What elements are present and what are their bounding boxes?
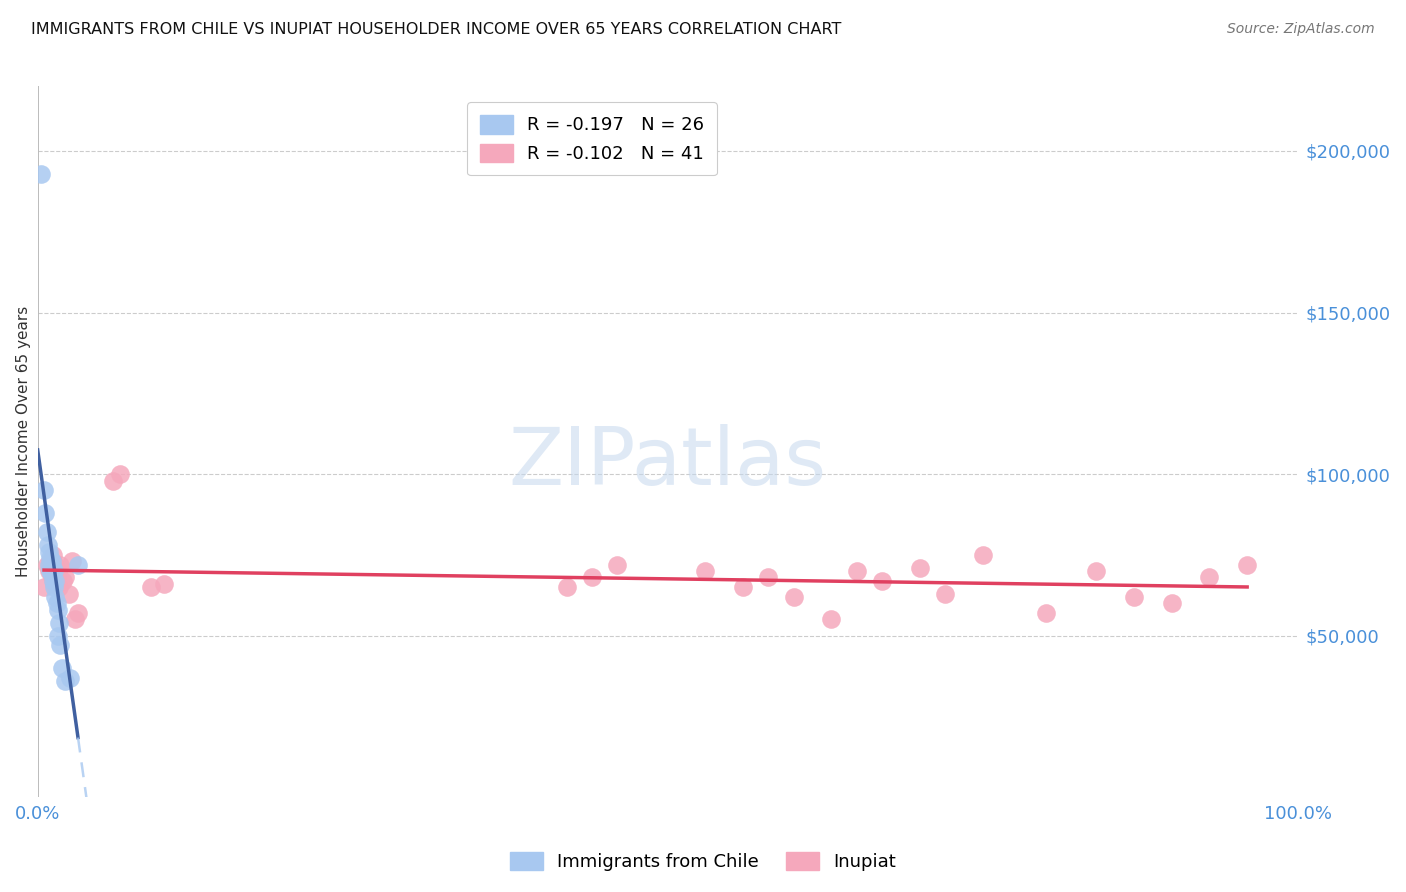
Point <box>139 580 162 594</box>
Point <box>42 577 65 591</box>
Point <box>32 483 55 498</box>
Point <box>42 574 65 588</box>
Point <box>39 551 62 566</box>
Point <box>934 586 956 600</box>
Point <box>1160 596 1182 610</box>
Point <box>55 673 77 688</box>
Point <box>606 558 628 572</box>
Point <box>37 538 59 552</box>
Point <box>41 570 63 584</box>
Point <box>782 590 804 604</box>
Point <box>48 580 70 594</box>
Point <box>581 570 603 584</box>
Point <box>46 603 69 617</box>
Y-axis label: Householder Income Over 65 years: Householder Income Over 65 years <box>15 306 31 577</box>
Point <box>35 525 58 540</box>
Point <box>845 564 868 578</box>
Point <box>60 554 83 568</box>
Point <box>66 606 89 620</box>
Point <box>38 544 60 558</box>
Legend: R = -0.197   N = 26, R = -0.102   N = 41: R = -0.197 N = 26, R = -0.102 N = 41 <box>467 103 717 176</box>
Point <box>870 574 893 588</box>
Point <box>1122 590 1144 604</box>
Point <box>44 574 66 588</box>
Point <box>38 564 60 578</box>
Point <box>39 554 62 568</box>
Point <box>39 564 62 578</box>
Point <box>44 590 66 604</box>
Point <box>733 580 755 594</box>
Point <box>555 580 578 594</box>
Point <box>45 570 67 584</box>
Point <box>42 548 65 562</box>
Point <box>44 558 66 572</box>
Point <box>152 577 174 591</box>
Text: Source: ZipAtlas.com: Source: ZipAtlas.com <box>1227 22 1375 37</box>
Point <box>42 564 65 578</box>
Point <box>49 558 72 572</box>
Point <box>1084 564 1107 578</box>
Text: IMMIGRANTS FROM CHILE VS INUPIAT HOUSEHOLDER INCOME OVER 65 YEARS CORRELATION CH: IMMIGRANTS FROM CHILE VS INUPIAT HOUSEHO… <box>31 22 841 37</box>
Point <box>41 554 63 568</box>
Point <box>32 580 55 594</box>
Point <box>108 467 131 481</box>
Point <box>30 167 52 181</box>
Point <box>1035 606 1057 620</box>
Point <box>49 638 72 652</box>
Point <box>972 548 994 562</box>
Point <box>908 560 931 574</box>
Point <box>1236 558 1258 572</box>
Point <box>34 506 56 520</box>
Point <box>41 567 63 582</box>
Point <box>45 596 67 610</box>
Point <box>758 570 780 584</box>
Text: ZIPatlas: ZIPatlas <box>509 424 827 502</box>
Point <box>42 560 65 574</box>
Point <box>42 580 65 594</box>
Point <box>51 661 73 675</box>
Legend: Immigrants from Chile, Inupiat: Immigrants from Chile, Inupiat <box>503 845 903 879</box>
Point <box>46 564 69 578</box>
Point <box>695 564 717 578</box>
Point <box>46 629 69 643</box>
Point <box>52 574 75 588</box>
Point <box>48 615 70 630</box>
Point <box>38 558 60 572</box>
Point <box>58 586 80 600</box>
Point <box>103 474 125 488</box>
Point <box>55 570 77 584</box>
Point <box>820 612 842 626</box>
Point <box>59 671 82 685</box>
Point <box>65 612 87 626</box>
Point <box>35 558 58 572</box>
Point <box>1198 570 1220 584</box>
Point <box>66 558 89 572</box>
